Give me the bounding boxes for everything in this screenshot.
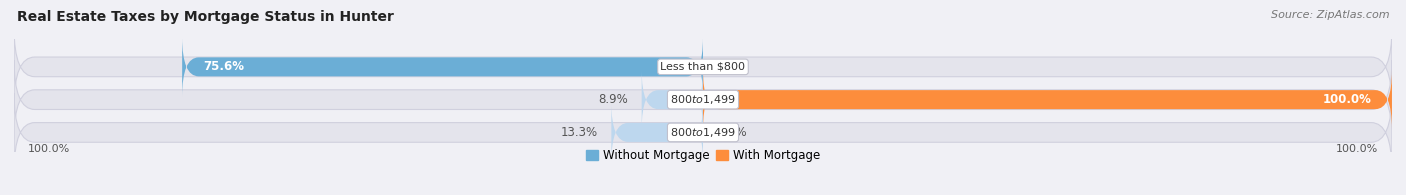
Text: $800 to $1,499: $800 to $1,499 [671,126,735,139]
Text: 13.3%: 13.3% [561,126,598,139]
Text: 0.0%: 0.0% [717,126,747,139]
FancyBboxPatch shape [14,27,1392,106]
Legend: Without Mortgage, With Mortgage: Without Mortgage, With Mortgage [581,144,825,167]
FancyBboxPatch shape [14,93,1392,172]
FancyBboxPatch shape [14,60,1392,139]
Text: Less than $800: Less than $800 [661,62,745,72]
FancyBboxPatch shape [183,37,703,97]
Text: Source: ZipAtlas.com: Source: ZipAtlas.com [1271,10,1389,20]
Text: $800 to $1,499: $800 to $1,499 [671,93,735,106]
Text: Real Estate Taxes by Mortgage Status in Hunter: Real Estate Taxes by Mortgage Status in … [17,10,394,24]
FancyBboxPatch shape [612,103,703,162]
Text: 8.9%: 8.9% [598,93,628,106]
FancyBboxPatch shape [641,70,703,129]
Text: 0.0%: 0.0% [717,60,747,73]
Text: 100.0%: 100.0% [28,144,70,154]
FancyBboxPatch shape [703,70,1392,129]
Text: 75.6%: 75.6% [202,60,243,73]
Text: 100.0%: 100.0% [1323,93,1371,106]
Text: 100.0%: 100.0% [1336,144,1378,154]
